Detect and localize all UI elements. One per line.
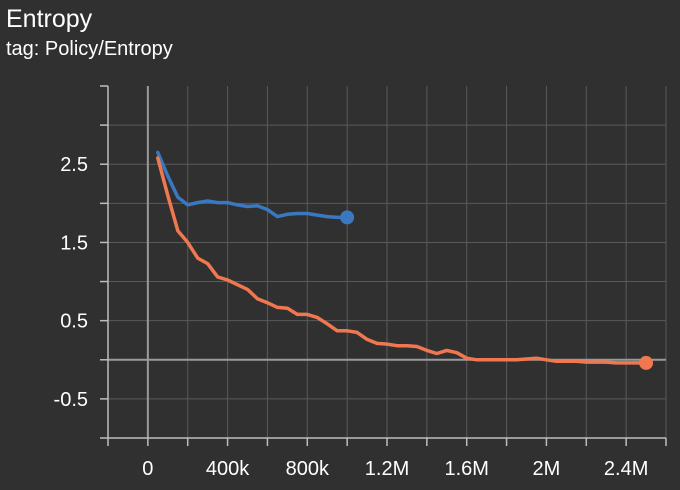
series-end-marker-2 <box>639 355 654 370</box>
x-tick-label: 400k <box>206 458 250 480</box>
x-tick-label: 2M <box>533 458 561 480</box>
y-tick-label: 0.5 <box>60 311 88 333</box>
x-tick-label: 1.2M <box>365 458 409 480</box>
x-tick-label: 1.6M <box>444 458 488 480</box>
series-line-1 <box>156 150 349 220</box>
chart-subtitle: tag: Policy/Entropy <box>6 38 173 60</box>
chart-title: Entropy <box>6 5 93 33</box>
x-tick-label: 2.4M <box>604 458 648 480</box>
series-end-marker-1 <box>340 210 355 225</box>
x-tick-label: 800k <box>286 458 330 480</box>
x-tick-label: 0 <box>142 458 153 480</box>
series-line-2 <box>156 156 648 365</box>
y-tick-label: 1.5 <box>60 232 88 254</box>
y-tick-label: -0.5 <box>54 389 88 411</box>
y-tick-label: 2.5 <box>60 154 88 176</box>
